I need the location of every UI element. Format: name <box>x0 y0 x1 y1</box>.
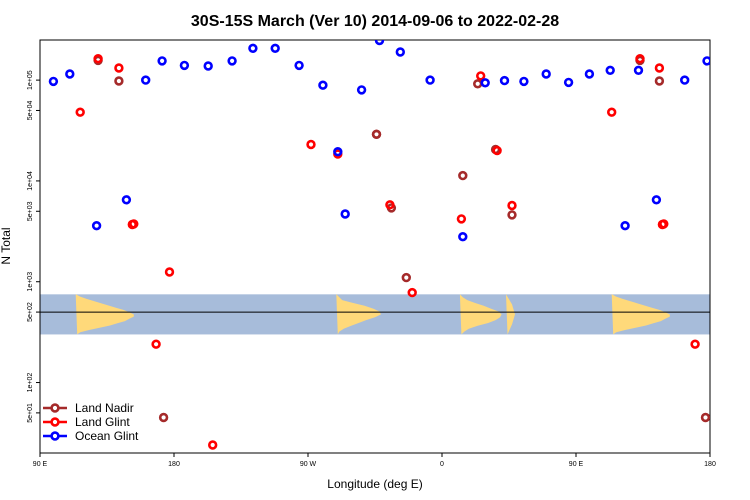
y-tick-label: 1e+05 <box>27 70 34 90</box>
y-tick-label: 5e+03 <box>27 201 34 221</box>
x-tick-label: 90 W <box>300 461 317 468</box>
point-land-nadir <box>507 210 517 220</box>
point-ocean-glint <box>651 195 662 205</box>
x-tick-label: 90 E <box>33 461 48 468</box>
data-points <box>48 40 710 450</box>
point-ocean-glint <box>91 221 102 231</box>
point-land-glint <box>690 339 700 349</box>
legend-label-land-nadir: Land Nadir <box>75 401 134 415</box>
point-ocean-glint <box>179 60 190 71</box>
point-ocean-glint <box>318 80 328 90</box>
point-land-glint <box>407 287 417 298</box>
point-ocean-glint <box>248 43 258 53</box>
y-tick-label: 5e+02 <box>27 302 34 322</box>
x-tick-label: 90 E <box>569 461 584 468</box>
point-ocean-glint <box>584 69 595 79</box>
point-ocean-glint <box>519 76 529 87</box>
y-tick-label: 1e+03 <box>27 272 34 292</box>
point-land-glint <box>306 139 316 150</box>
point-ocean-glint <box>480 78 490 88</box>
x-tick-label: 0 <box>440 461 444 468</box>
y-tick-label: 5e+04 <box>27 101 34 121</box>
legend-marker-land-glint <box>50 417 60 427</box>
point-land-glint <box>385 200 395 210</box>
point-land-glint <box>654 63 665 73</box>
point-land-glint <box>93 53 103 64</box>
point-land-glint <box>606 107 617 117</box>
point-ocean-glint <box>333 147 343 157</box>
point-ocean-glint <box>633 65 644 76</box>
legend-marker-ocean-glint <box>50 431 60 441</box>
point-land-glint <box>635 53 645 64</box>
point-ocean-glint <box>294 60 304 71</box>
point-ocean-glint <box>270 43 280 53</box>
point-ocean-glint <box>605 65 615 76</box>
point-land-glint <box>114 63 124 73</box>
y-tick-label: 1e+04 <box>27 171 34 191</box>
x-tick-label: 180 <box>704 461 716 468</box>
legend-marker-land-nadir <box>50 403 60 413</box>
point-land-glint <box>164 267 175 277</box>
land-australia-repeat <box>611 294 670 335</box>
point-land-nadir <box>371 129 382 140</box>
x-axis: 90 E 180 90 W 0 90 E 180 <box>33 453 716 468</box>
point-ocean-glint <box>620 221 630 231</box>
y-axis: 5e+01 1e+02 5e+02 1e+03 5e+03 1e+04 5e+04 1e+05 <box>27 70 40 423</box>
point-ocean-glint <box>679 75 690 85</box>
y-tick-label: 1e+02 <box>27 373 34 393</box>
point-ocean-glint <box>458 232 468 242</box>
point-land-glint <box>507 200 517 211</box>
point-ocean-glint <box>157 56 167 66</box>
world-map-band <box>40 294 710 335</box>
point-ocean-glint <box>425 75 435 85</box>
point-ocean-glint <box>203 61 213 71</box>
point-ocean-glint <box>121 195 132 205</box>
point-ocean-glint <box>356 85 367 95</box>
point-land-nadir <box>458 170 468 181</box>
land-madagascar <box>506 294 515 335</box>
point-land-glint <box>476 71 486 81</box>
point-ocean-glint <box>541 69 551 79</box>
point-land-glint <box>151 339 161 349</box>
land-africa <box>459 294 502 335</box>
x-axis-label: Longitude (deg E) <box>327 477 422 491</box>
x-tick-label: 180 <box>168 461 180 468</box>
point-ocean-glint <box>563 77 574 88</box>
point-land-nadir <box>114 76 124 86</box>
point-land-nadir <box>401 272 411 283</box>
point-land-glint <box>456 214 467 224</box>
legend-label-land-glint: Land Glint <box>75 415 130 429</box>
point-ocean-glint <box>141 75 151 85</box>
land-south-america <box>336 294 381 335</box>
point-land-nadir <box>700 412 710 423</box>
point-ocean-glint <box>395 47 405 57</box>
point-land-nadir <box>158 412 169 423</box>
point-ocean-glint <box>374 40 385 46</box>
y-axis-label: N Total <box>0 227 13 264</box>
plot-frame <box>39 39 711 454</box>
point-ocean-glint <box>65 69 75 79</box>
chart-title: 30S-15S March (Ver 10) 2014-09-06 to 202… <box>191 13 559 30</box>
land-australia <box>75 294 134 335</box>
point-land-glint <box>659 219 669 229</box>
point-ocean-glint <box>702 56 710 66</box>
point-ocean-glint <box>48 76 59 87</box>
point-land-glint <box>208 440 218 450</box>
point-ocean-glint <box>227 56 237 66</box>
point-land-glint <box>75 107 85 117</box>
point-ocean-glint <box>340 209 350 219</box>
y-tick-label: 5e+01 <box>27 403 34 423</box>
point-land-glint <box>492 145 502 156</box>
point-land-nadir <box>654 76 665 86</box>
point-land-glint <box>129 219 139 229</box>
point-ocean-glint <box>499 75 510 86</box>
point-land-nadir <box>473 79 483 89</box>
legend-label-ocean-glint: Ocean Glint <box>75 429 139 443</box>
